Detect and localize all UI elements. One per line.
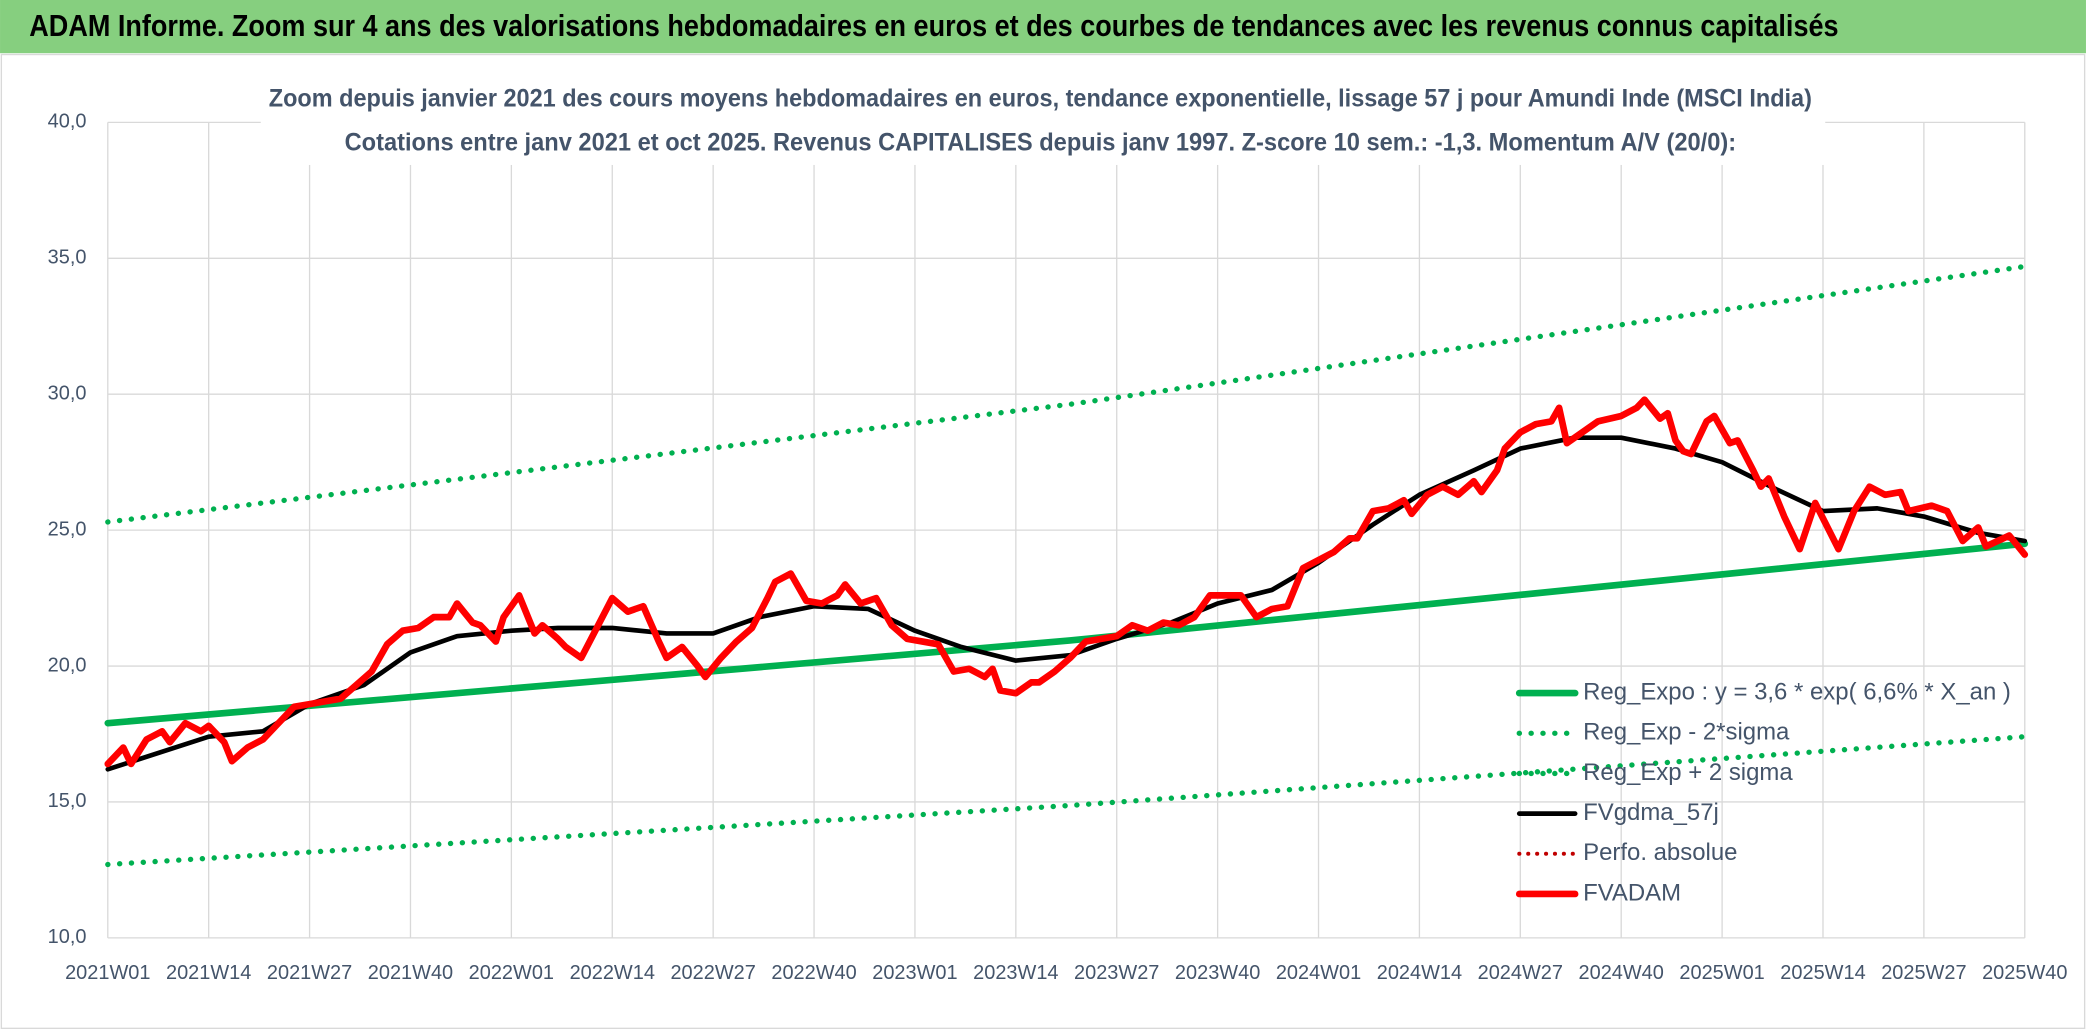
y-tick-label: 40,0 — [48, 111, 87, 133]
legend: Reg_Expo : y = 3,6 * exp( 6,6% * X_an ) R… — [1515, 678, 2011, 906]
series-line — [104, 396, 2029, 768]
y-tick-label: 30,0 — [48, 382, 87, 404]
x-tick-label: 2025W01 — [1679, 962, 1764, 984]
banner-title: ADAM Informe. Zoom sur 4 ans des valoris… — [29, 9, 1838, 43]
y-tick-label: 15,0 — [48, 790, 87, 812]
chart-border — [0, 53, 2086, 1030]
x-tick-label: 2024W40 — [1579, 962, 1664, 984]
legend-label: FVADAM — [1583, 879, 1681, 906]
x-tick-label: 2024W01 — [1276, 962, 1361, 984]
labels: 10,0 15,0 20,0 25,0 30,0 35,0 40,0 2021W01 2021W… — [48, 111, 2068, 984]
y-tick-label: 20,0 — [48, 654, 87, 676]
x-tick-label: 2023W40 — [1175, 962, 1260, 984]
x-tick-label: 2021W40 — [368, 962, 453, 984]
x-tick-label: 2023W14 — [973, 962, 1058, 984]
series-line — [104, 540, 2029, 727]
y-tick-label: 35,0 — [48, 247, 87, 269]
chart-subtitle: Zoom depuis janvier 2021 des cours moyen… — [269, 84, 1812, 112]
x-tick-label: 2022W40 — [771, 962, 856, 984]
y-tick-label: 10,0 — [48, 926, 87, 948]
x-tick-label: 2022W01 — [469, 962, 554, 984]
legend-label: FVgdma_57j — [1583, 799, 1719, 826]
x-tick-label: 2023W27 — [1074, 962, 1159, 984]
x-tick-label: 2024W14 — [1377, 962, 1462, 984]
x-tick-label: 2022W14 — [570, 962, 655, 984]
x-tick-label: 2021W14 — [166, 962, 251, 984]
y-tick-label: 25,0 — [48, 518, 87, 540]
series-line — [105, 435, 2028, 772]
chart-subtitle: Cotations entre janv 2021 et oct 2025. R… — [345, 128, 1737, 156]
x-tick-label: 2025W27 — [1881, 962, 1966, 984]
title-box — [260, 79, 1826, 165]
x-tick-label: 2021W01 — [65, 962, 150, 984]
legend-label: Reg_Expo : y = 3,6 * exp( 6,6% * X_an ) — [1583, 678, 2011, 705]
x-tick-label: 2025W40 — [1982, 962, 2067, 984]
series-line — [105, 263, 2028, 525]
x-tick-label: 2022W27 — [670, 962, 755, 984]
x-tick-label: 2025W14 — [1780, 962, 1865, 984]
x-tick-label: 2024W27 — [1478, 962, 1563, 984]
legend-label: Reg_Exp + 2 sigma — [1583, 759, 1793, 786]
x-tick-label: 2023W01 — [872, 962, 957, 984]
x-tick-label: 2021W27 — [267, 962, 352, 984]
legend-label: Perfo. absolue — [1583, 839, 1737, 866]
legend-label: Reg_Exp - 2*sigma — [1583, 719, 1790, 746]
marks — [104, 263, 2029, 868]
header-bar — [0, 0, 2086, 54]
series-line — [105, 734, 2028, 868]
